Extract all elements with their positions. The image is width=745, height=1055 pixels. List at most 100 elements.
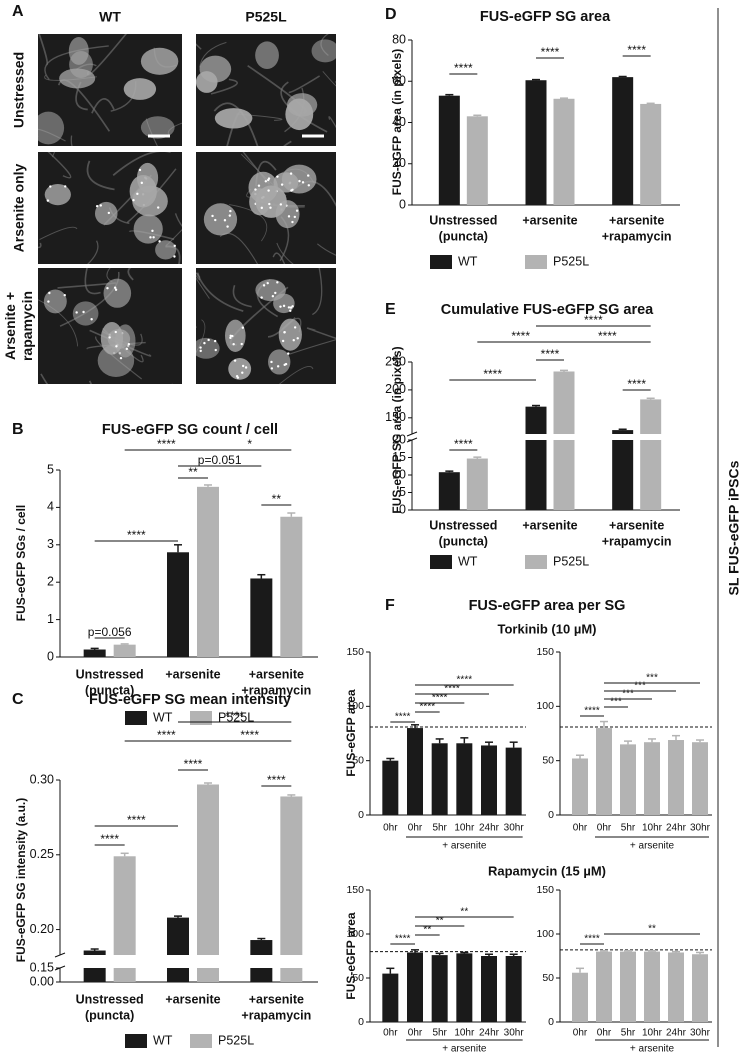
bar bbox=[113, 644, 136, 657]
panel-letter: D bbox=[385, 6, 397, 23]
granule bbox=[232, 342, 235, 346]
neurite bbox=[229, 204, 268, 242]
bar bbox=[407, 728, 423, 815]
legend-swatch bbox=[525, 555, 547, 569]
y-tick-label: 0.20 bbox=[30, 922, 54, 936]
chart-title: FUS-eGFP SG mean intensity bbox=[89, 692, 291, 708]
granule bbox=[293, 215, 297, 219]
cell bbox=[38, 111, 65, 145]
micrograph bbox=[38, 152, 182, 264]
granule bbox=[213, 339, 217, 343]
neurite bbox=[38, 299, 79, 347]
neurite bbox=[39, 226, 78, 241]
bar bbox=[668, 740, 684, 815]
significance-label: **** bbox=[627, 43, 646, 57]
chart-title: Cumulative FUS-eGFP SG area bbox=[441, 302, 654, 318]
significance-label: **** bbox=[541, 45, 560, 59]
bar bbox=[438, 472, 460, 510]
bar bbox=[525, 440, 547, 510]
bar bbox=[572, 758, 588, 815]
x-tick-label: 0hr bbox=[573, 1028, 588, 1039]
granule bbox=[276, 281, 279, 284]
granule bbox=[49, 185, 52, 188]
granule bbox=[173, 244, 176, 248]
significance-label: **** bbox=[454, 437, 473, 451]
cell bbox=[129, 175, 157, 208]
panel-letter: A bbox=[12, 3, 24, 20]
granule bbox=[233, 359, 237, 362]
cell bbox=[133, 214, 163, 244]
neurite bbox=[40, 373, 49, 384]
bar bbox=[596, 951, 612, 1022]
neurite bbox=[106, 268, 113, 283]
legend-label: WT bbox=[153, 710, 173, 724]
x-tick-label: 5hr bbox=[432, 1028, 447, 1039]
micrograph bbox=[196, 268, 336, 384]
y-tick-label: 150 bbox=[536, 646, 554, 658]
granule bbox=[64, 185, 67, 188]
x-tick-label: 0hr bbox=[383, 1028, 398, 1039]
granule bbox=[267, 189, 270, 192]
granule bbox=[46, 199, 50, 202]
y-tick-label: 100 bbox=[536, 700, 554, 712]
legend-swatch bbox=[190, 711, 212, 725]
granule bbox=[271, 295, 275, 298]
panel-letter: E bbox=[385, 301, 396, 318]
significance-label: **** bbox=[454, 61, 473, 75]
micrograph bbox=[196, 152, 336, 264]
x-tick-label: 10hr bbox=[642, 1028, 663, 1039]
y-tick-label: 250 bbox=[385, 354, 406, 368]
neurite bbox=[199, 41, 227, 68]
legend-label: WT bbox=[153, 1033, 173, 1047]
neurite bbox=[283, 140, 292, 146]
granule bbox=[289, 306, 293, 309]
granule bbox=[152, 236, 155, 239]
x-tick-label: 5hr bbox=[432, 823, 447, 834]
legend-swatch bbox=[430, 255, 452, 269]
granule bbox=[229, 209, 232, 213]
granule bbox=[63, 293, 66, 297]
cell bbox=[100, 322, 124, 355]
granule bbox=[279, 203, 283, 206]
neurite bbox=[276, 242, 294, 264]
x-tick-label: 0hr bbox=[573, 823, 588, 834]
x-tick-label: (puncta) bbox=[85, 1008, 134, 1022]
x-tick-label: 5hr bbox=[621, 1028, 636, 1039]
bar bbox=[481, 745, 497, 815]
granule bbox=[106, 286, 109, 290]
cell bbox=[43, 289, 67, 314]
x-tick-label: +arsenite bbox=[609, 518, 664, 532]
legend-label: P525L bbox=[218, 1033, 254, 1047]
significance-label: **** bbox=[584, 934, 600, 945]
x-tick-label: 5hr bbox=[621, 823, 636, 834]
x-tick-label: +rapamycin bbox=[602, 534, 672, 548]
y-axis-label: FUS-eGFP SGs / cell bbox=[14, 505, 28, 621]
granule bbox=[301, 181, 305, 184]
bar bbox=[692, 742, 708, 815]
cell bbox=[286, 93, 318, 117]
x-tick-label: Unstressed bbox=[76, 667, 144, 681]
cell bbox=[94, 201, 118, 226]
legend-label: P525L bbox=[218, 710, 254, 724]
micrograph-content bbox=[196, 34, 336, 146]
cell bbox=[273, 293, 295, 314]
granule bbox=[214, 218, 217, 222]
y-tick-label: 10 bbox=[392, 467, 406, 481]
y-axis-label: FUS-eGFP area (in pixels) bbox=[390, 49, 404, 196]
significance-label: **** bbox=[584, 313, 603, 327]
y-tick-label: 80 bbox=[392, 32, 406, 46]
granule bbox=[207, 338, 210, 342]
bar bbox=[640, 103, 662, 205]
granule bbox=[138, 168, 142, 172]
bar bbox=[481, 956, 497, 1022]
significance-label: **** bbox=[157, 728, 176, 742]
bar bbox=[382, 760, 399, 815]
x-tick-label: 10hr bbox=[454, 1028, 475, 1039]
x-tick-label: 30hr bbox=[504, 823, 525, 834]
granule bbox=[269, 206, 272, 209]
significance-label: *** bbox=[634, 681, 646, 692]
cell bbox=[103, 278, 132, 308]
micrograph-content bbox=[38, 152, 182, 264]
significance-label: **** bbox=[511, 329, 530, 343]
bar bbox=[83, 968, 106, 982]
